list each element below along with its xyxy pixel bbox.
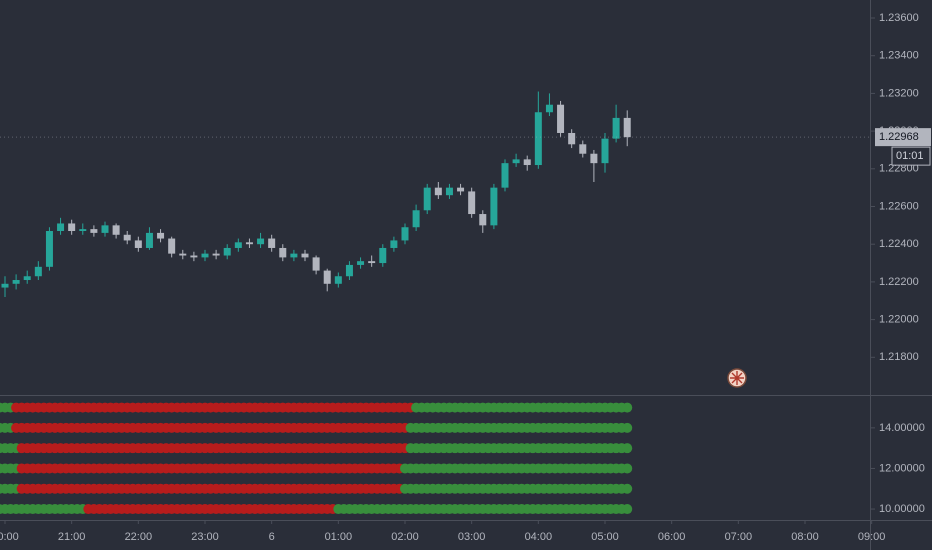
candle-body [190,255,198,258]
candle-body [279,247,287,258]
candle-body [490,187,498,226]
candle-body [568,132,576,145]
candle-body [257,238,265,245]
candle-body [268,238,276,248]
candle-body [412,210,420,228]
candle-body [401,227,409,241]
y-tick-label: 1.23400 [879,50,919,62]
candle-body [12,280,20,284]
indicator-dot [622,422,633,433]
y-tick-label: 12.00000 [879,462,925,474]
candle-body [534,112,542,166]
candle-body [312,257,320,271]
candle-body [112,225,120,235]
x-tick-label: 08:00 [791,531,819,543]
last-price-label: 1.22968 [879,131,919,143]
x-tick-label: 6 [269,531,275,543]
candle-body [579,144,587,154]
y-tick-label: 1.22400 [879,238,919,250]
y-tick-label: 14.00000 [879,422,925,434]
candle-body [245,242,253,245]
candle-body [457,187,465,192]
x-tick-label: 09:00 [858,531,886,543]
indicator-dot [622,463,633,474]
x-tick-label: 05:00 [591,531,619,543]
x-tick-label: 23:00 [191,531,219,543]
candle-body [345,264,353,277]
candle-body [290,253,298,258]
y-tick-label: 1.21800 [879,351,919,363]
indicator-dot [622,504,633,515]
candle-body [590,153,598,164]
candle-body [68,223,76,232]
x-tick-label: 03:00 [458,531,486,543]
candle-body [357,261,365,265]
candle-body [79,229,87,232]
x-tick-label: 01:00 [325,531,353,543]
candle-body [334,276,342,284]
y-tick-label: 1.23200 [879,87,919,99]
candle-body [612,117,620,139]
x-tick-label: 06:00 [658,531,686,543]
candle-body [234,242,242,248]
x-tick-label: 04:00 [525,531,553,543]
x-tick-label: 21:00 [58,531,86,543]
candle-body [545,104,553,113]
candle-body [223,247,231,256]
candle-body [301,253,309,258]
candle-body [390,240,398,248]
candle-body [523,159,531,166]
candle-body [212,253,220,256]
candle-body [501,163,509,188]
candle-body [23,276,31,281]
candle-body [512,159,520,164]
countdown-box [891,146,931,166]
candle-body [623,117,631,138]
last-price-box [875,128,931,147]
candle-body [101,225,109,233]
candle-body [379,247,387,264]
x-tick-label: 22:00 [125,531,153,543]
candle-body [479,214,487,226]
candle-body [445,187,453,196]
candle-body [57,223,65,232]
candle-body [134,240,142,248]
candle-body [179,253,187,256]
candle-body [468,191,476,215]
y-tick-label: 1.22600 [879,200,919,212]
candle-body [123,234,131,241]
x-tick-label: 02:00 [391,531,419,543]
x-tick-label: 20:00 [0,531,19,543]
y-tick-label: 1.23600 [879,12,919,24]
y-tick-label: 10.00000 [879,503,925,515]
candle-body [434,187,442,196]
candle-body [601,138,609,164]
candle-body [145,232,153,248]
candle-body [45,231,53,267]
indicator-dot [622,443,633,454]
x-tick-label: 07:00 [725,531,753,543]
candle-body [157,232,165,239]
candle-body [557,104,565,133]
candle-body [423,187,431,211]
logo-icon[interactable] [727,368,747,388]
candle-body [368,261,376,264]
y-tick-label: 1.22000 [879,314,919,326]
y-tick-label: 1.22200 [879,276,919,288]
indicator-dot [622,402,633,413]
candle-body [90,229,98,233]
indicator-dot [622,483,633,494]
candle-body [201,253,209,258]
countdown-label: 01:01 [896,150,924,162]
candle-body [1,283,9,288]
candle-body [168,238,176,254]
candle-body [323,270,331,284]
candle-body [34,266,42,277]
y-tick-label: 1.22800 [879,163,919,175]
